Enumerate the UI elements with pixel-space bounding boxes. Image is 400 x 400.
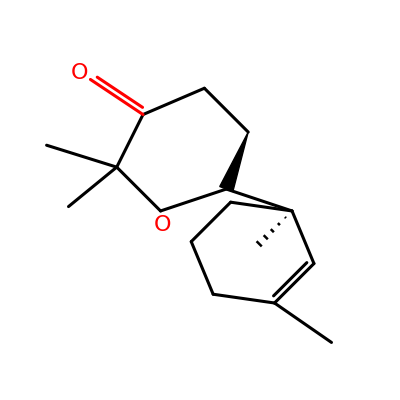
Polygon shape — [220, 132, 248, 192]
Text: O: O — [71, 63, 88, 83]
Text: O: O — [154, 215, 172, 235]
